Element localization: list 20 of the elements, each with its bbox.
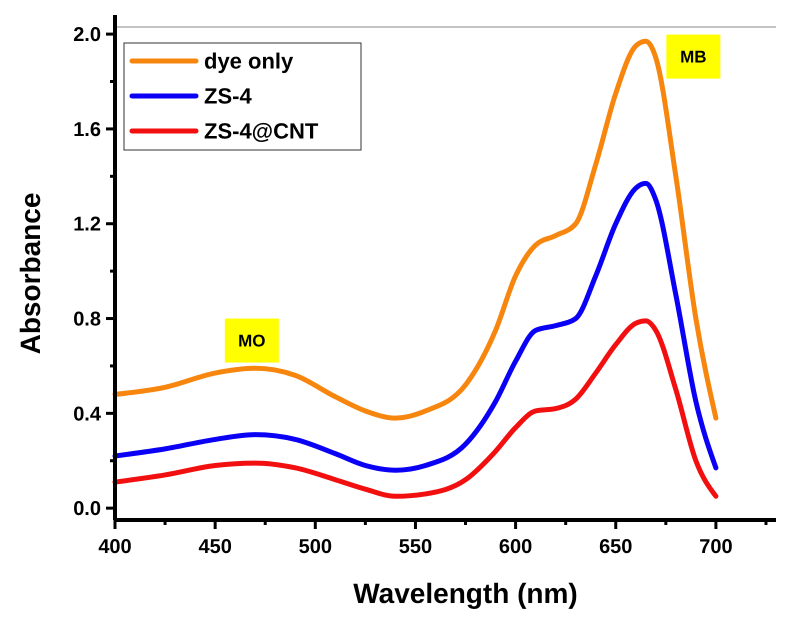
y-tick-label: 2.0: [73, 24, 101, 46]
y-tick-label: 0.0: [73, 498, 101, 520]
y-tick-label: 1.2: [73, 214, 101, 236]
y-axis-title: Absorbance: [15, 192, 46, 354]
x-tick-label: 450: [198, 536, 232, 558]
annotation: MO: [238, 332, 266, 350]
x-tick-label: 400: [98, 536, 132, 558]
legend-label: ZS-4@CNT: [204, 118, 319, 144]
y-tick-label: 1.6: [73, 118, 101, 141]
y-tick-label: 0.4: [73, 403, 102, 426]
x-tick-label: 650: [599, 536, 632, 558]
y-tick-label: 0.8: [73, 308, 101, 331]
x-axis-title: Wavelength (nm): [353, 578, 578, 609]
x-tick-label: 550: [398, 536, 432, 558]
x-tick-label: 500: [298, 536, 332, 558]
x-tick-label: 700: [699, 536, 733, 558]
annotation: MB: [680, 48, 707, 67]
x-tick-label: 600: [498, 536, 532, 558]
legend-label: dye only: [204, 48, 294, 74]
legend-label: ZS-4: [204, 84, 252, 109]
